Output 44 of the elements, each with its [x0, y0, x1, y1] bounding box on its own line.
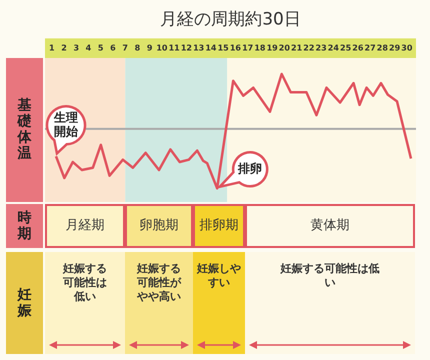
x-tick-label: 6 [110, 43, 116, 52]
x-tick-label: 4 [86, 43, 92, 52]
text: 妊娠する可能性がやや高い [136, 262, 182, 304]
x-tick-label: 10 [156, 43, 168, 52]
text: 妊娠する可能性は低い [62, 262, 108, 304]
text: 妊娠する可能性は低い [280, 262, 380, 290]
text: 排卵期 [200, 218, 238, 233]
text: 妊娠しやすい [196, 262, 242, 290]
x-tick-label: 30 [401, 43, 413, 52]
x-tick-label: 25 [340, 43, 352, 52]
x-tick-label: 16 [230, 43, 242, 52]
x-tick-label: 5 [98, 43, 104, 52]
x-tick-label: 11 [168, 43, 180, 52]
x-tick-label: 9 [146, 43, 153, 52]
x-tick-label: 15 [218, 43, 230, 52]
x-tick-label: 27 [364, 43, 376, 52]
x-tick-label: 17 [242, 43, 254, 52]
annotation: 生理開始 [53, 110, 80, 138]
text: 妊娠 [16, 287, 32, 319]
x-tick-label: 3 [73, 43, 80, 52]
annotation: 排卵 [237, 161, 262, 176]
x-tick-label: 22 [303, 43, 314, 52]
text: 時期 [16, 210, 32, 242]
x-tick-label: 20 [278, 43, 290, 52]
x-tick-label: 26 [352, 43, 364, 52]
y-axis-title: 基礎体温 [16, 98, 32, 162]
x-tick-label: 7 [122, 43, 128, 52]
text: 月経期 [66, 218, 104, 233]
x-tick-label: 19 [266, 43, 278, 52]
chart-title: 月経の周期約30日 [160, 10, 301, 30]
text: 黄体期 [310, 218, 350, 233]
x-tick-label: 12 [180, 43, 192, 52]
x-tick-label: 1 [48, 43, 55, 52]
x-tick-label: 29 [389, 43, 401, 52]
x-tick-label: 14 [205, 43, 217, 52]
text: 卵胞期 [140, 218, 178, 233]
x-tick-label: 24 [328, 43, 340, 52]
x-tick-label: 8 [134, 43, 141, 52]
x-tick-label: 18 [254, 43, 266, 52]
x-tick-label: 21 [291, 43, 303, 52]
x-tick-label: 23 [316, 43, 327, 52]
x-tick-label: 13 [193, 43, 204, 52]
x-tick-label: 28 [376, 43, 388, 52]
x-tick-label: 2 [61, 43, 67, 52]
